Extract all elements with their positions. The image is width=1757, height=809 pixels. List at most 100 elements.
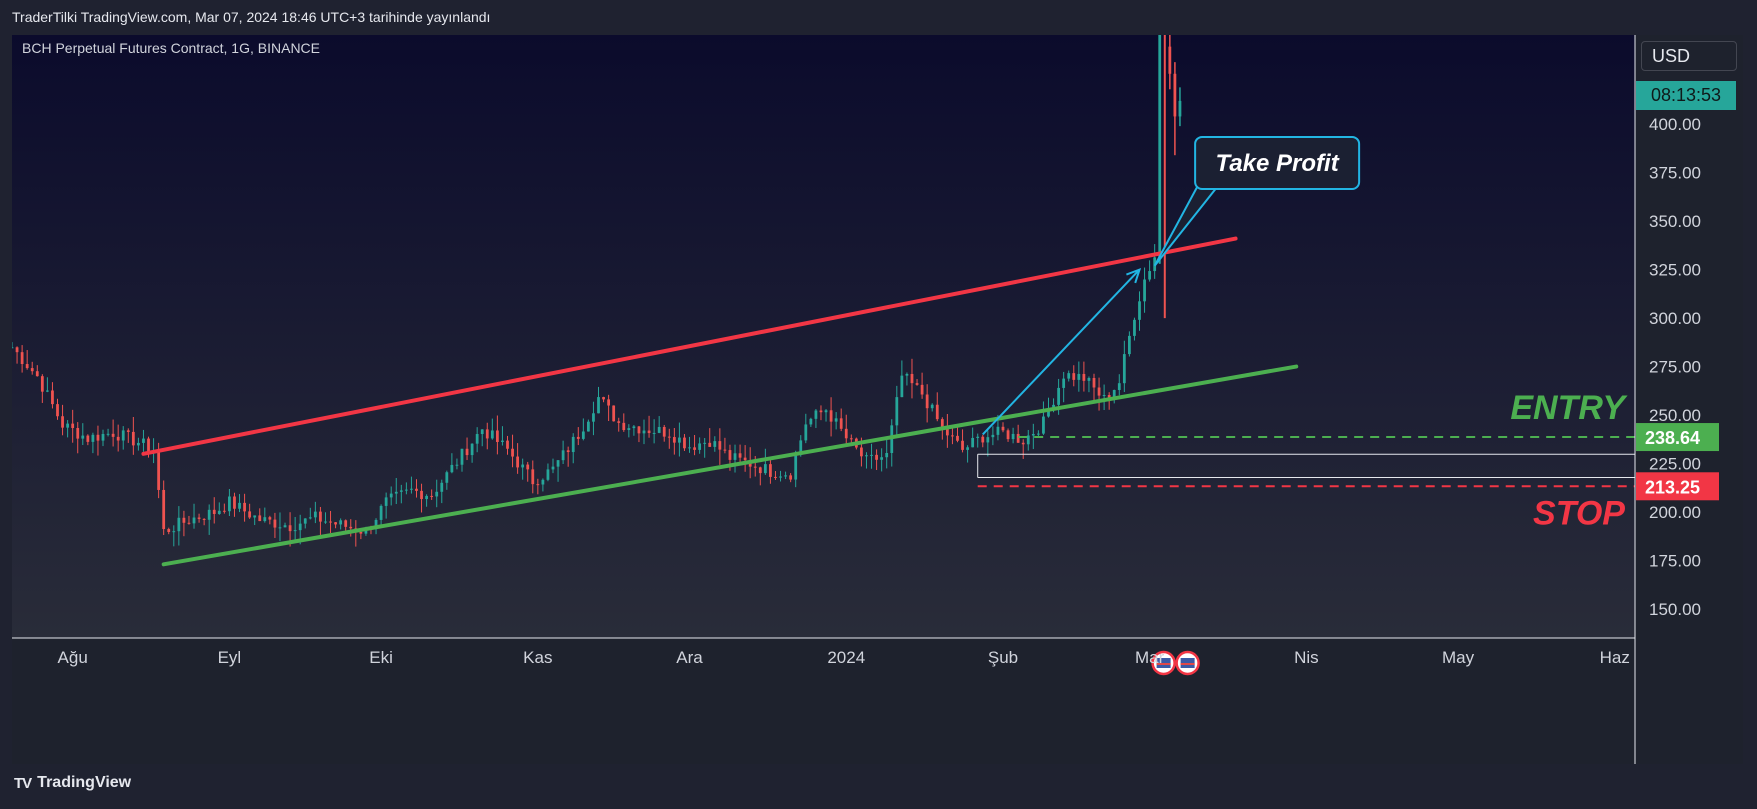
y-tick-label: 150.00 (1649, 600, 1701, 619)
candle (445, 470, 449, 490)
candle-body (925, 394, 929, 409)
price-chart[interactable]: ENTRY STOP Take Profit 150.00 175.00 200.00 2… (12, 35, 1743, 764)
candle-body (769, 464, 772, 477)
candle (1128, 331, 1131, 357)
y-tick-label: 375.00 (1649, 164, 1701, 183)
candle (1097, 377, 1101, 411)
candle (561, 440, 565, 465)
candle (253, 515, 257, 526)
candle (435, 479, 439, 508)
candle-body (278, 527, 282, 529)
brand-name: TradingView (37, 774, 132, 791)
candle (1001, 422, 1005, 433)
candle (637, 425, 641, 443)
candle-body (344, 520, 348, 527)
candle (359, 530, 363, 540)
candle (268, 515, 272, 525)
candle (819, 405, 823, 421)
candle-body (182, 517, 186, 523)
candle-body (399, 490, 403, 492)
candle (632, 424, 636, 436)
candle-body (187, 522, 191, 524)
candle-body (374, 519, 378, 530)
candle-body (30, 368, 34, 372)
candle-body (61, 416, 64, 428)
candle-body (763, 464, 767, 474)
candle-body (233, 496, 236, 509)
candle-body (121, 430, 125, 441)
candle (723, 437, 727, 454)
candle (420, 483, 423, 513)
candle-body (91, 434, 95, 442)
candle-body (137, 442, 140, 446)
candle-body (273, 519, 277, 528)
candle-body (1062, 378, 1066, 388)
candle-body (490, 430, 494, 439)
candle-body (521, 464, 525, 468)
candle (541, 478, 545, 492)
candle (925, 384, 929, 423)
candle-body (602, 397, 605, 400)
candle (1077, 361, 1081, 392)
candle-body (1173, 73, 1177, 117)
y-tick-label: 200.00 (1649, 503, 1701, 522)
candle (698, 437, 702, 454)
candle-body (420, 490, 423, 500)
candle-body (647, 430, 651, 434)
candle (490, 418, 494, 440)
candle (116, 424, 120, 452)
candle-body (526, 464, 530, 470)
candle (804, 413, 808, 444)
candle-body (566, 450, 570, 453)
candle-body (617, 421, 621, 423)
candle (526, 461, 530, 482)
candle-body (76, 428, 80, 439)
candle (111, 419, 115, 447)
candle (177, 506, 181, 546)
candle-body (698, 443, 702, 450)
candle (339, 518, 343, 530)
candle (566, 446, 570, 467)
candle-body (35, 371, 39, 377)
candle-body (1107, 395, 1111, 399)
candle-body (298, 523, 302, 531)
candle (238, 494, 241, 513)
candle (794, 450, 798, 488)
y-tick-label: 350.00 (1649, 212, 1701, 231)
candle-body (1138, 301, 1141, 320)
candle-body (546, 469, 550, 480)
candle (758, 466, 762, 486)
candle (248, 503, 252, 519)
candle-body (627, 428, 631, 431)
footer-brand[interactable]: TV TradingView (14, 774, 131, 792)
bar-countdown: 08:13:53 (1636, 81, 1736, 110)
candle (233, 492, 236, 517)
candle (657, 416, 661, 434)
candle-body (1102, 395, 1106, 397)
candle-body (956, 435, 959, 441)
entry-label: ENTRY (1510, 389, 1628, 427)
price-tag (1636, 472, 1719, 501)
candle (81, 423, 85, 446)
candle-body (672, 437, 676, 443)
candle (814, 409, 818, 428)
candle-body (581, 431, 585, 439)
candle-body (131, 431, 135, 446)
candle-body (126, 430, 130, 432)
candle (602, 396, 605, 403)
candle-body (384, 497, 388, 506)
candle (40, 374, 44, 403)
candle (106, 428, 110, 437)
candle-body (743, 457, 747, 461)
candle-body (784, 475, 787, 477)
currency-button[interactable]: USD (1641, 41, 1737, 71)
candle-body (430, 495, 434, 497)
candle-body (976, 436, 980, 438)
candle-body (465, 448, 469, 456)
candle (784, 471, 787, 480)
candle-body (470, 443, 474, 456)
candle-body (1026, 435, 1030, 445)
candle (642, 419, 646, 445)
x-tick-label: Nis (1294, 648, 1319, 667)
candle-body (622, 422, 626, 431)
